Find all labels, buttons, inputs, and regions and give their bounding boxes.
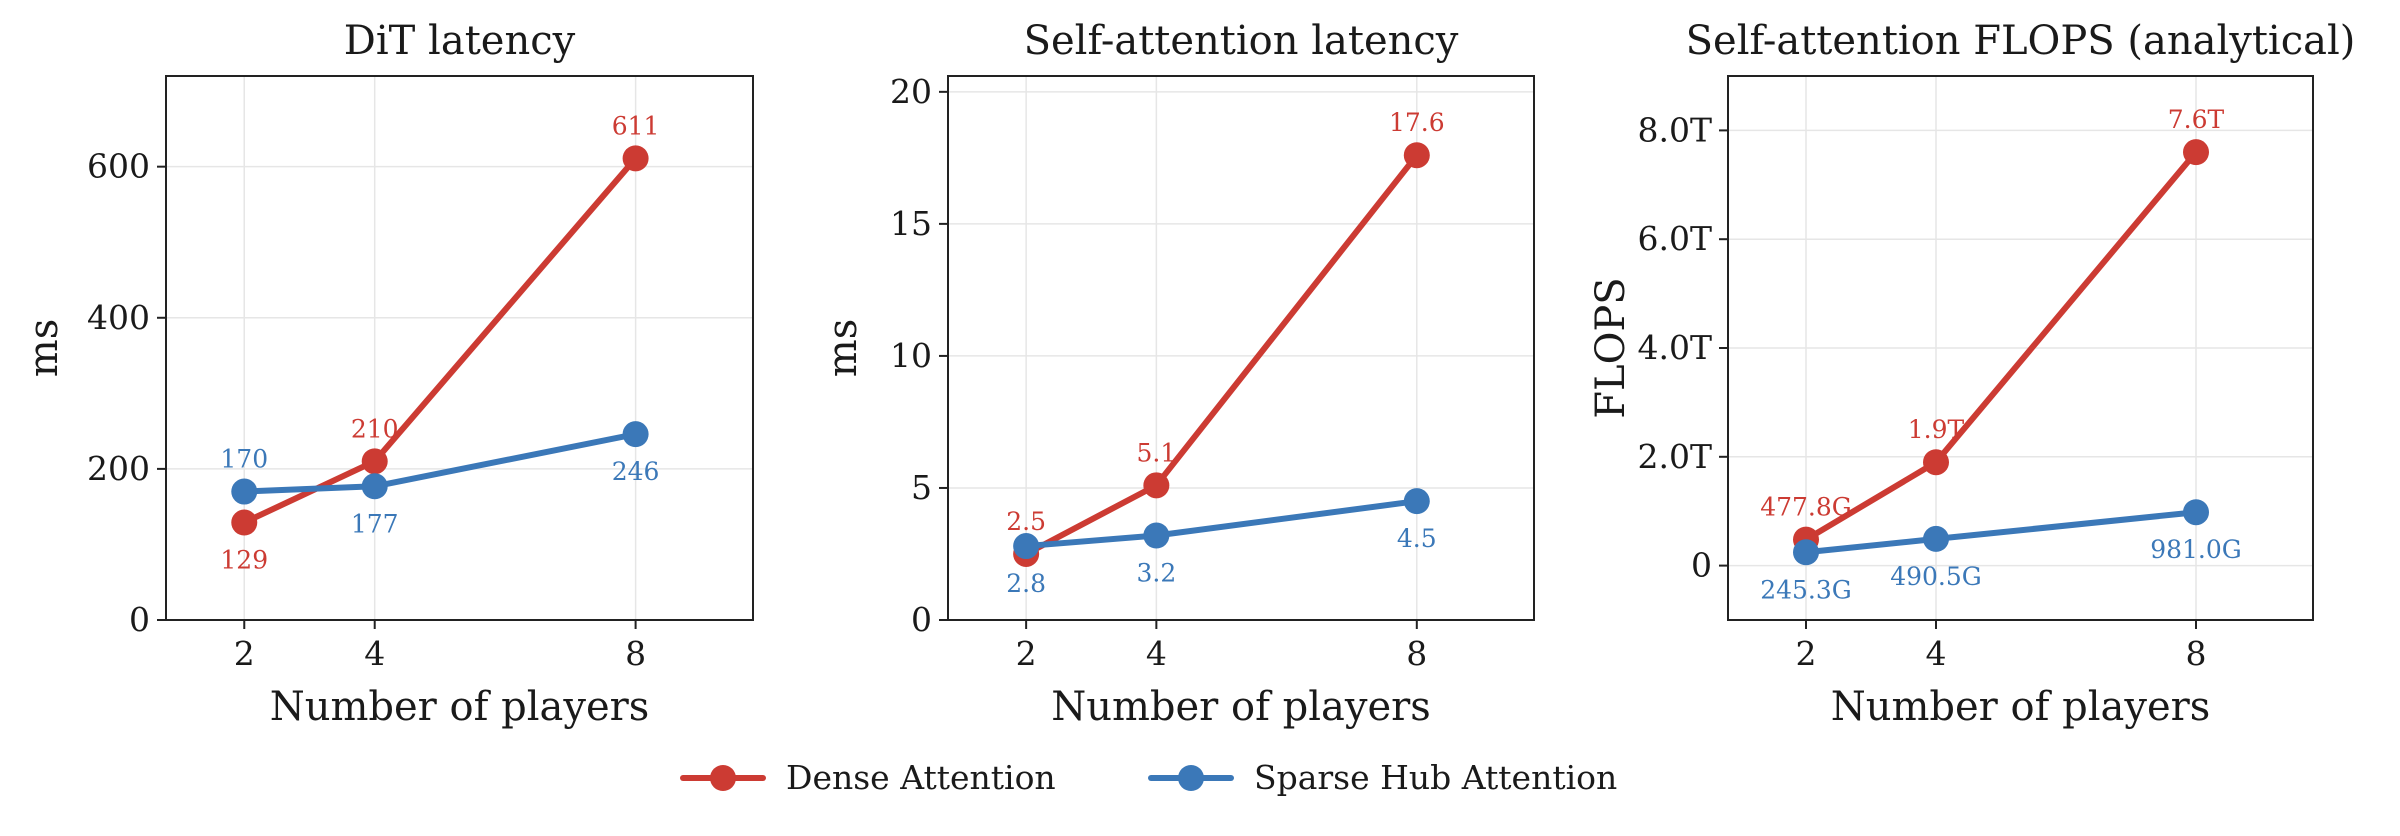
x-tick-label: 2: [1796, 634, 1817, 673]
data-point-dense: [231, 509, 258, 536]
y-tick-label: 4.0T: [1638, 328, 1713, 367]
y-tick-label: 0: [129, 600, 150, 639]
y-tick-label: 0: [911, 600, 932, 639]
data-label: 210: [351, 414, 399, 443]
series-line-sparse: [1803, 509, 2199, 556]
data-point-sparse: [1143, 522, 1170, 549]
x-axis-label: Number of players: [1831, 684, 2211, 730]
y-tick-label: 2.0T: [1638, 437, 1713, 476]
chart-panel-3: 0 2.0T 4.0T 6.0T 8.0T 2 4 8 Self-attention FLOPS…: [1588, 18, 2355, 730]
data-label: 611: [612, 111, 660, 140]
chart-title: DiT latency: [344, 18, 576, 64]
y-tick-label: 400: [87, 298, 150, 337]
data-label: 245.3G: [1760, 575, 1852, 604]
y-axis-label: FLOPS: [1588, 277, 1634, 418]
data-point-dense: [622, 145, 649, 172]
x-tick-label: 2: [234, 634, 255, 673]
y-tick-label: 15: [890, 204, 932, 243]
legend-label: Dense Attention: [786, 758, 1056, 797]
data-label: 1.9T: [1908, 415, 1965, 444]
data-label: 177: [351, 509, 399, 538]
legend-marker: [710, 765, 736, 791]
y-tick-label: 0: [1691, 546, 1712, 585]
data-point-dense: [2183, 139, 2209, 166]
legend: Dense Attention Sparse Hub Attention: [680, 758, 1617, 797]
data-point-dense: [1143, 472, 1170, 499]
data-point-sparse: [622, 421, 649, 448]
legend-item-sparse: Sparse Hub Attention: [1148, 758, 1617, 797]
x-tick-label: 4: [1146, 634, 1167, 673]
y-tick-label: 10: [890, 336, 932, 375]
data-label: 2.5: [1006, 507, 1046, 536]
data-point-sparse: [231, 478, 258, 505]
x-tick-label: 2: [1016, 634, 1037, 673]
plot-frame: [947, 75, 1535, 621]
x-tick-label: 8: [1406, 634, 1427, 673]
legend-label: Sparse Hub Attention: [1254, 758, 1617, 797]
data-point-sparse: [2183, 499, 2209, 526]
chart-panel-2: 0 5 10 15 20 2 4 8 Self-attention latency Number …: [820, 18, 1535, 730]
y-axis-label: ms: [21, 319, 67, 377]
y-tick-label: 8.0T: [1638, 110, 1713, 149]
data-point-dense: [361, 448, 388, 475]
chart-panel-1: 0 200 400 600 2 4 8 DiT latency Number of player…: [21, 18, 754, 730]
data-label: 129: [220, 546, 268, 575]
data-point-sparse: [1013, 533, 1040, 560]
y-tick-label: 200: [87, 449, 150, 488]
data-label: 477.8G: [1760, 493, 1852, 522]
data-label: 2.8: [1006, 569, 1046, 598]
data-point-sparse: [1923, 525, 1949, 552]
legend-marker: [1178, 765, 1204, 791]
series-line-dense: [1023, 152, 1420, 557]
y-tick-label: 5: [911, 468, 932, 507]
series-line-dense: [241, 155, 639, 526]
data-label: 170: [220, 445, 268, 474]
series-line-sparse: [241, 431, 639, 495]
x-axis-label: Number of players: [1051, 684, 1431, 730]
data-point-sparse: [1793, 539, 1819, 566]
legend-item-dense: Dense Attention: [680, 758, 1056, 797]
chart-title: Self-attention FLOPS (analytical): [1686, 18, 2356, 64]
data-label: 246: [612, 457, 660, 486]
chart-title: Self-attention latency: [1024, 18, 1459, 64]
series-line-dense: [1803, 149, 2199, 543]
data-label: 4.5: [1397, 524, 1437, 553]
y-tick-label: 600: [87, 147, 150, 186]
x-tick-label: 8: [2186, 634, 2207, 673]
x-tick-label: 4: [1926, 634, 1947, 673]
data-label: 17.6: [1389, 108, 1445, 137]
data-label: 981.0G: [2150, 535, 2242, 564]
x-tick-label: 8: [625, 634, 646, 673]
data-point-sparse: [361, 473, 388, 500]
data-label: 5.1: [1136, 438, 1176, 467]
data-point-dense: [1403, 142, 1430, 169]
y-tick-label: 20: [890, 72, 932, 111]
x-axis-label: Number of players: [270, 684, 650, 730]
data-label: 3.2: [1136, 558, 1176, 587]
x-tick-label: 4: [364, 634, 385, 673]
plot-frame: [165, 75, 754, 621]
data-label: 490.5G: [1890, 562, 1982, 591]
data-point-sparse: [1403, 488, 1430, 515]
y-tick-label: 6.0T: [1638, 219, 1713, 258]
y-axis-label: ms: [820, 319, 866, 377]
data-label: 7.6T: [2168, 105, 2225, 134]
data-point-dense: [1923, 449, 1949, 476]
